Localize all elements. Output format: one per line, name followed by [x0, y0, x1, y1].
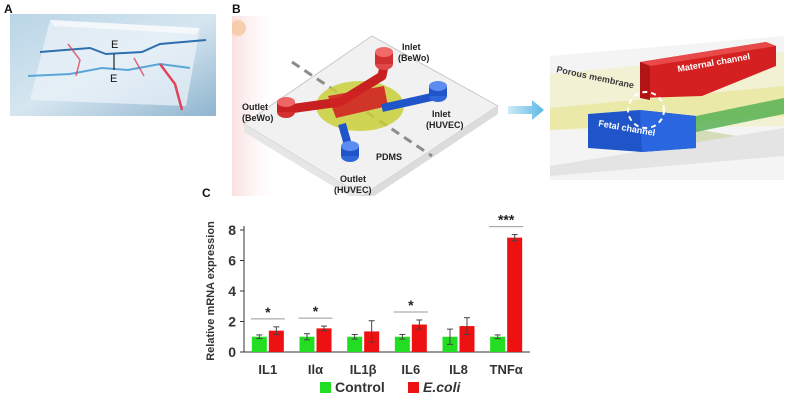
label-inlet-bewo-2: (BeWo): [398, 53, 429, 63]
legend-swatch-control: [320, 382, 331, 393]
panel-c-letter: C: [202, 186, 211, 200]
category-label: IL1: [258, 362, 277, 377]
category-label: IL8: [449, 362, 468, 377]
label-inlet-huvec-1: Inlet: [432, 109, 451, 119]
panel-a-chip-photo: E E: [10, 14, 216, 116]
y-tick-label: 8: [228, 222, 236, 238]
category-label: Ilα: [308, 362, 323, 377]
cross-section-view: Porous membrane Maternal channel Fetal c…: [550, 36, 784, 180]
bar-ecoli-3: [411, 324, 427, 352]
significance-marker: *: [313, 303, 319, 319]
panel-b-schematic: Inlet (BeWo) Outlet (BeWo) Inlet (HUVEC)…: [232, 16, 784, 196]
label-outlet-bewo-2: (BeWo): [242, 113, 273, 123]
significance-marker: ***: [498, 212, 515, 228]
label-outlet-huvec-1: Outlet: [340, 174, 366, 184]
y-tick-label: 6: [228, 253, 236, 269]
bar-ecoli-0: [268, 330, 284, 352]
category-label: TNFα: [490, 362, 523, 377]
membrane-highlight-circle: [627, 91, 665, 129]
significance-marker: *: [408, 297, 414, 313]
label-inlet-bewo-1: Inlet: [402, 42, 421, 52]
category-label: IL6: [401, 362, 420, 377]
bar-control-0: [251, 336, 267, 352]
label-pdms: PDMS: [376, 152, 402, 162]
bar-control-3: [394, 336, 410, 352]
bar-control-2: [347, 336, 363, 352]
label-outlet-huvec-2: (HUVEC): [334, 185, 372, 195]
legend-label-control: Control: [335, 379, 385, 395]
transition-arrow: [508, 100, 544, 120]
category-label: IL1β: [350, 362, 377, 377]
bar-control-5: [490, 336, 506, 352]
label-outlet-bewo-1: Outlet: [242, 102, 268, 112]
y-tick-label: 2: [228, 314, 236, 330]
bar-ecoli-1: [316, 328, 332, 352]
bar-ecoli-4: [459, 326, 475, 352]
label-inlet-huvec-2: (HUVEC): [426, 120, 464, 130]
bar-control-1: [299, 336, 315, 352]
legend-label-ecoli: E.coli: [423, 379, 461, 395]
panel-a-letter: A: [4, 2, 13, 16]
panel-b-letter: B: [232, 2, 241, 16]
y-tick-label: 4: [228, 283, 236, 299]
y-tick-label: 0: [228, 344, 236, 360]
legend-swatch-ecoli: [408, 382, 419, 393]
panel-c-bar-chart: 0 2 4 6 8 Relative mRNA expression IL1 * Ilα * IL1…: [205, 212, 530, 395]
bar-ecoli-5: [507, 237, 523, 352]
panel-a-label-e-bottom: E: [110, 73, 117, 85]
y-axis-label: Relative mRNA expression: [205, 221, 217, 361]
significance-marker: *: [265, 304, 271, 320]
panel-a-label-e-top: E: [111, 39, 118, 51]
